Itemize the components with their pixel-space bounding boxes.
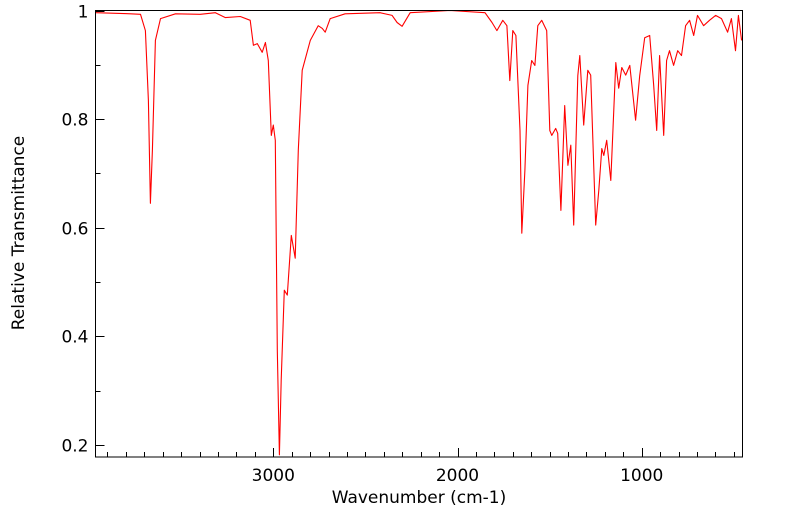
y-tick-label: 0.8 (61, 111, 88, 131)
tick-labels: 3000 2000 1000 0.2 0.4 0.6 0.8 1 (61, 3, 663, 487)
y-axis-label: Relative Transmittance (9, 136, 29, 331)
x-tick-label: 1000 (620, 466, 663, 486)
y-tick-label: 0.2 (61, 437, 88, 457)
spectrum-line (95, 9, 743, 456)
x-tick-label: 2000 (436, 466, 479, 486)
y-tick-label: 0.4 (61, 328, 88, 348)
y-tick-label: 0.6 (61, 220, 88, 240)
axis-ticks (95, 11, 735, 457)
plot-frame (95, 10, 743, 458)
x-tick-label: 3000 (252, 466, 295, 486)
x-axis-label: Wavenumber (cm-1) (332, 488, 507, 508)
y-tick-label: 1 (78, 3, 89, 23)
